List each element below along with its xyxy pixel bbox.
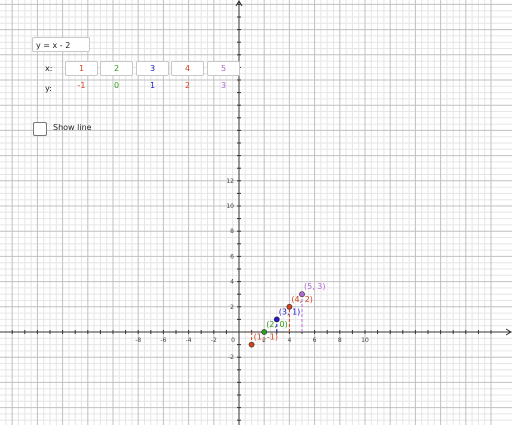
x-tick-label: 6 [313, 337, 317, 344]
y-row-label: y: [45, 84, 52, 93]
x-tick-label: -4 [186, 337, 192, 344]
y-tick-label: 10 [226, 203, 234, 210]
point-marker[interactable] [261, 329, 268, 335]
x-tick-label: 4 [287, 337, 291, 344]
y-tick-label: 2 [230, 304, 234, 311]
x-input-5[interactable]: 5 [207, 61, 240, 76]
tick-labels: -8 -6 -4 -2 2 4 6 8 10 12 10 8 6 4 2 -2 0 [135, 178, 369, 361]
point-label: (1, -1) [254, 333, 278, 342]
equation-input[interactable]: y = x - 2 [32, 37, 90, 52]
y-tick-label: -2 [228, 354, 234, 361]
y-tick-label: 4 [230, 279, 234, 286]
x-tick-label: 10 [361, 337, 369, 344]
x-input-1[interactable]: 1 [65, 61, 98, 76]
y-tick-label: 6 [230, 253, 234, 260]
origin-label: 0 [231, 337, 235, 344]
x-tick-label: -8 [135, 337, 141, 344]
y-value-2: 0 [113, 81, 120, 90]
point-marker[interactable] [286, 303, 293, 310]
y-value-3: 1 [149, 81, 156, 90]
x-tick-label: -6 [160, 337, 166, 344]
x-tick-label: -2 [211, 337, 217, 344]
point-label: (5, 3) [304, 282, 326, 291]
show-line-label: Show line [53, 123, 92, 132]
y-value-5: 3 [220, 81, 227, 90]
point-marker[interactable] [273, 316, 280, 323]
point-marker[interactable] [299, 291, 305, 298]
x-axis-arrow [505, 328, 512, 336]
y-tick-label: 12 [226, 178, 234, 185]
x-input-2[interactable]: 2 [100, 61, 133, 76]
point-marker[interactable] [248, 341, 255, 348]
x-input-4[interactable]: 4 [171, 61, 204, 76]
x-input-3[interactable]: 3 [136, 61, 169, 76]
x-tick-label: 8 [338, 337, 342, 344]
show-line-checkbox[interactable] [33, 122, 47, 136]
x-row-label: x: [45, 64, 53, 73]
y-value-4: 2 [184, 81, 191, 90]
plotted-points[interactable]: (1, -1)(2, 0)(3, 1)(4, 2)(5, 3) [248, 282, 326, 348]
y-tick-label: 8 [230, 228, 234, 235]
x-tick-label: 2 [262, 337, 266, 344]
y-value-1: -1 [77, 81, 86, 90]
